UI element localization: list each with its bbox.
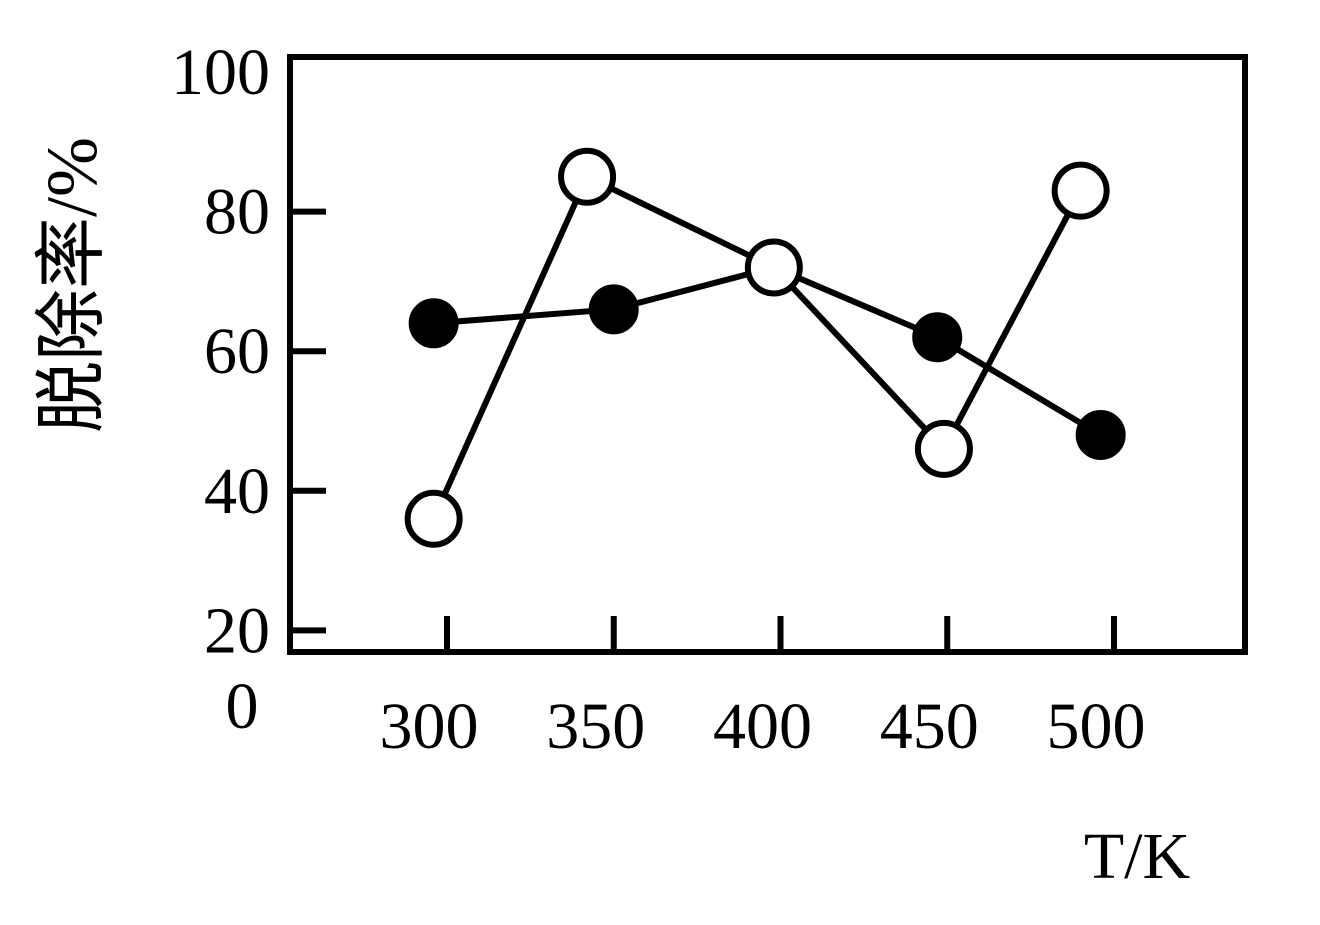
series-layer bbox=[404, 147, 1126, 548]
x-tick-label-400: 400 bbox=[713, 690, 812, 763]
x-tick-label-450: 450 bbox=[880, 690, 979, 763]
x-axis-label: T/K bbox=[1084, 820, 1190, 893]
origin-label: 0 bbox=[226, 670, 259, 743]
series-1-point-5 bbox=[1075, 409, 1126, 460]
y-tick-label-20: 20 bbox=[204, 594, 270, 667]
y-tick-label-40: 40 bbox=[204, 455, 270, 528]
series-2-line bbox=[430, 173, 1084, 520]
series-1-point-4 bbox=[912, 312, 963, 363]
series-2-point-1 bbox=[404, 489, 463, 548]
y-tick-label-100: 100 bbox=[171, 36, 270, 109]
plot-frame bbox=[287, 54, 1248, 655]
series-2-point-2 bbox=[558, 147, 617, 206]
y-tick-label-80: 80 bbox=[204, 176, 270, 249]
x-tick-label-500: 500 bbox=[1047, 690, 1146, 763]
y-axis-label: 脱除率/% bbox=[32, 137, 112, 433]
x-axis-ticks: 300 350 400 450 500 bbox=[380, 616, 1146, 763]
series-1-point-2 bbox=[588, 284, 639, 335]
series-2-point-3 bbox=[744, 238, 803, 297]
series-2-point-4 bbox=[914, 419, 973, 478]
series-2-point-5 bbox=[1051, 161, 1110, 220]
y-tick-label-60: 60 bbox=[204, 315, 270, 388]
x-tick-label-350: 350 bbox=[546, 690, 645, 763]
x-tick-label-300: 300 bbox=[380, 690, 479, 763]
y-axis-ticks: 20 40 60 80 100 bbox=[171, 36, 326, 667]
series-1-point-1 bbox=[408, 298, 459, 349]
